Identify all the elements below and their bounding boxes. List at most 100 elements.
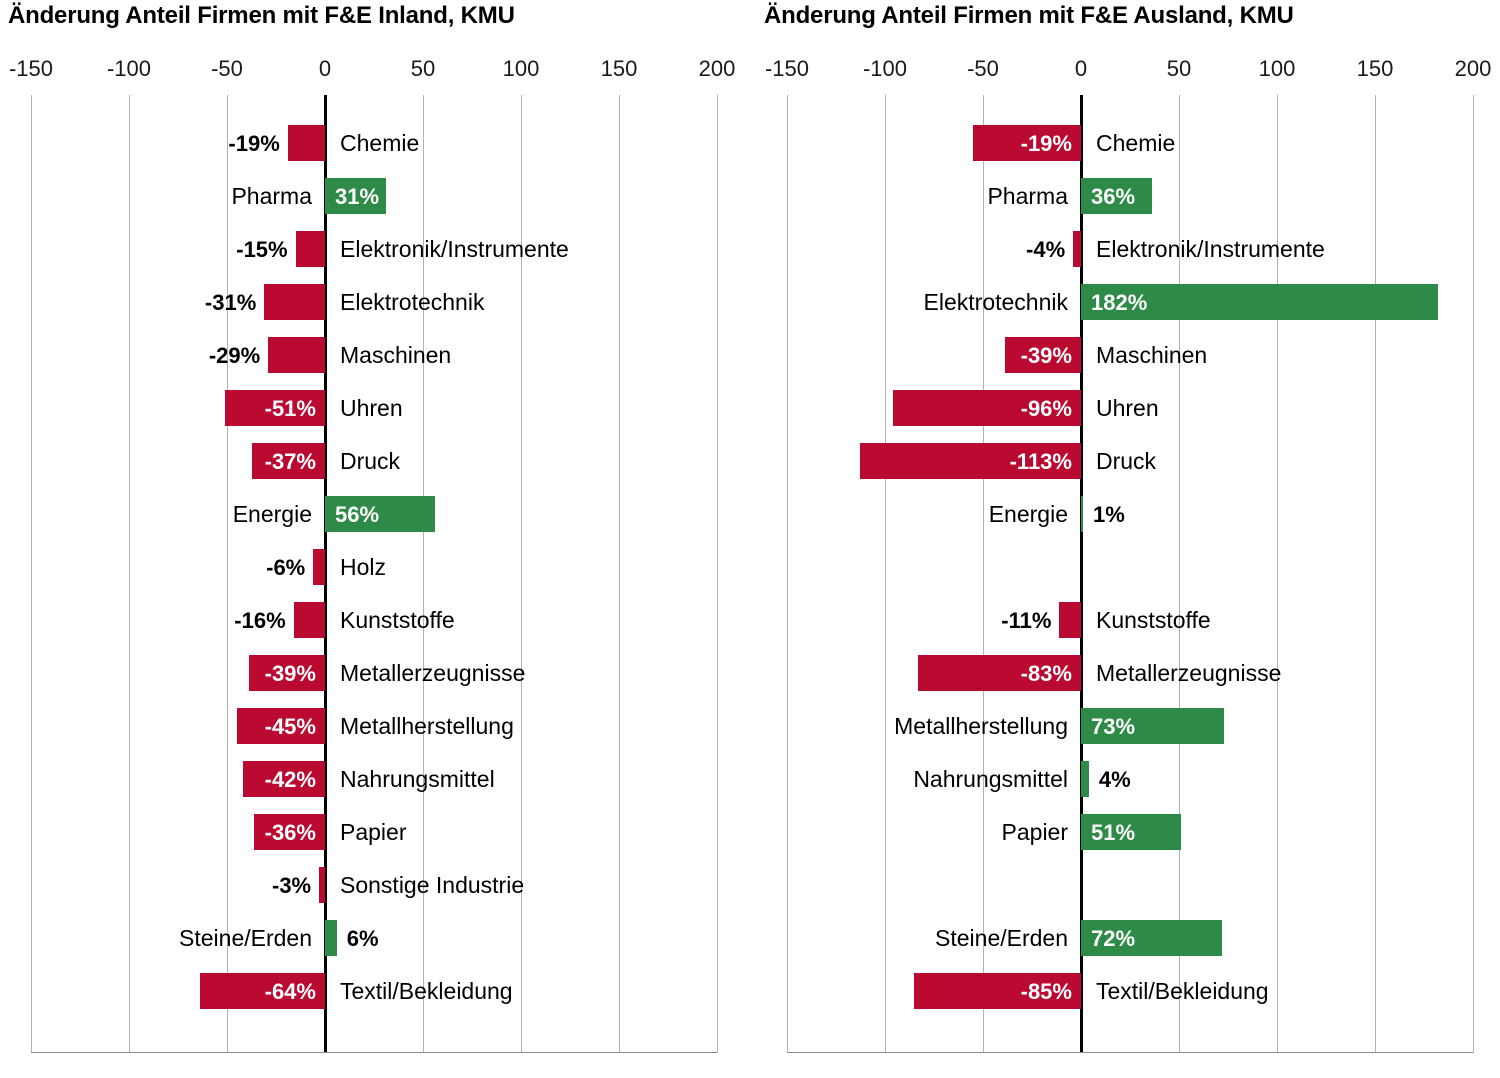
bar-value-label: 56% (335, 501, 380, 527)
bar-negative (236, 707, 325, 744)
bar-value-label: -4% (1026, 236, 1066, 262)
bar-negative (313, 548, 325, 585)
bar-positive (1081, 919, 1223, 956)
bar-value-label: -31% (204, 289, 257, 315)
bar-negative (1004, 336, 1081, 373)
x-axis-baseline (787, 1052, 1473, 1053)
axis-tick-label: 150 (1356, 56, 1394, 81)
gridline (1374, 95, 1376, 1053)
bar-positive (1081, 495, 1083, 532)
bar-negative (918, 654, 1081, 691)
axis-tick-label: 50 (1166, 56, 1192, 81)
category-label: Holz (340, 553, 387, 580)
category-label: Sonstige Industrie (340, 871, 525, 898)
bar-value-label: -37% (264, 448, 316, 474)
bar-positive (1081, 707, 1225, 744)
axis-tick-label: 50 (410, 56, 436, 81)
axis-tick-label: -50 (967, 56, 999, 81)
x-axis-baseline (31, 1052, 717, 1053)
bar-value-label: -83% (1020, 660, 1072, 686)
gridline (982, 95, 984, 1053)
category-label: Nahrungsmittel (340, 765, 495, 792)
bar-negative (287, 124, 325, 161)
category-label: Elektrotechnik (340, 288, 485, 315)
bar-positive (325, 919, 337, 956)
axis-tick-label: 0 (318, 56, 332, 81)
bar-value-label: -29% (208, 342, 261, 368)
axis-tick-label: 0 (1074, 56, 1088, 81)
bar-negative (319, 866, 325, 903)
gridline (884, 95, 886, 1053)
bar-positive (1081, 760, 1089, 797)
bar-positive (1081, 283, 1438, 320)
bar-value-label: 51% (1091, 819, 1136, 845)
bar-negative (914, 972, 1081, 1009)
category-label: Energie (232, 500, 312, 527)
zero-axis-line (1079, 95, 1083, 1053)
gridline (1178, 95, 1180, 1053)
bar-value-label: -51% (264, 395, 316, 421)
bar-negative (242, 760, 325, 797)
bar-negative (254, 813, 325, 850)
bar-value-label: -3% (272, 872, 312, 898)
bar-value-label: -19% (1020, 130, 1072, 156)
bar-negative (1073, 230, 1081, 267)
axis-tick-label: -150 (764, 56, 810, 81)
category-label: Steine/Erden (935, 924, 1068, 951)
bar-value-label: -15% (236, 236, 288, 262)
bar-positive (1081, 813, 1181, 850)
plot-area-ausland: -19% Chemie 36% Pharma -4% Elektronik/Instrum… (786, 95, 1474, 1053)
bar-value-label: 6% (346, 925, 379, 951)
category-label: Uhren (1096, 394, 1159, 421)
gridline (1276, 95, 1278, 1053)
bar-value-label: 36% (1091, 183, 1136, 209)
bar-negative (252, 442, 325, 479)
category-label: Elektrotechnik (923, 288, 1068, 315)
bar-value-label: 182% (1091, 289, 1148, 315)
axis-tick-label: 200 (1454, 56, 1492, 81)
category-label: Elektronik/Instrumente (1096, 235, 1325, 262)
bar-value-label: -64% (264, 978, 316, 1004)
bar-negative (1059, 601, 1081, 638)
category-label: Energie (988, 500, 1068, 527)
bar-value-label: 31% (335, 183, 380, 209)
bar-value-label: -96% (1020, 395, 1072, 421)
bar-value-label: -45% (264, 713, 316, 739)
category-label: Metallherstellung (894, 712, 1068, 739)
gridline (1472, 95, 1474, 1053)
bar-value-label: -85% (1020, 978, 1072, 1004)
category-label: Kunststoffe (340, 606, 455, 633)
bar-negative (859, 442, 1081, 479)
bar-negative (264, 283, 325, 320)
bar-value-label: 73% (1091, 713, 1136, 739)
category-label: Textil/Bekleidung (1096, 977, 1269, 1004)
category-label: Pharma (987, 182, 1068, 209)
gridline (226, 95, 228, 1053)
category-label: Metallerzeugnisse (340, 659, 526, 686)
bar-value-label: -6% (266, 554, 306, 580)
axis-tick-label: 100 (502, 56, 540, 81)
bar-negative (199, 972, 325, 1009)
axis-tick-label: 100 (1258, 56, 1296, 81)
gridline (422, 95, 424, 1053)
plot-area-inland: -19% Chemie 31% Pharma -15% Elektronik/Instru… (30, 95, 718, 1053)
axis-tick-label: 200 (698, 56, 736, 81)
category-label: Maschinen (340, 341, 452, 368)
axis-tick-label: 150 (600, 56, 638, 81)
bar-negative (973, 124, 1081, 161)
category-label: Pharma (231, 182, 312, 209)
gridline (128, 95, 130, 1053)
axis-tick-label: -100 (106, 56, 152, 81)
gridline (520, 95, 522, 1053)
category-label: Druck (1096, 447, 1157, 474)
bar-value-label: -42% (264, 766, 316, 792)
axis-tick-label: -50 (211, 56, 243, 81)
bar-value-label: -11% (1001, 607, 1052, 633)
bar-negative (225, 389, 325, 426)
category-label: Maschinen (1096, 341, 1208, 368)
chart-title-ausland: Änderung Anteil Firmen mit F&E Ausland, … (764, 2, 1294, 29)
gridline (618, 95, 620, 1053)
bar-negative (268, 336, 325, 373)
bar-value-label: 1% (1093, 501, 1125, 527)
